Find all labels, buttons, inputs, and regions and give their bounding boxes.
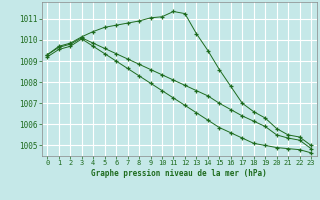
X-axis label: Graphe pression niveau de la mer (hPa): Graphe pression niveau de la mer (hPa) <box>91 169 267 178</box>
